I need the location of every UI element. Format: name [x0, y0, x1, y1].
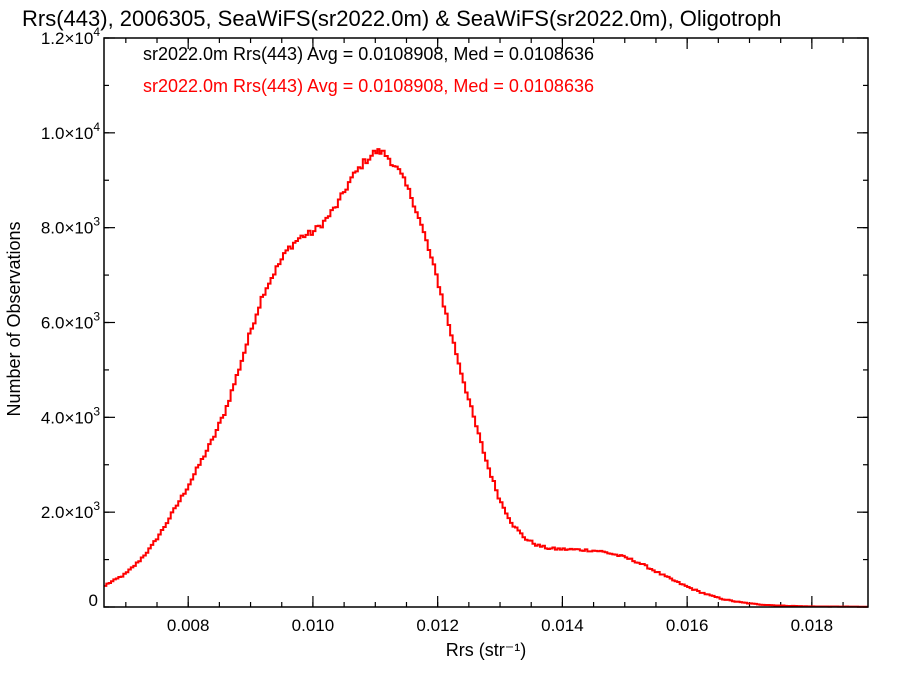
y-tick-label: 6.0×103: [41, 310, 100, 333]
chart-title: Rrs(443), 2006305, SeaWiFS(sr2022.0m) & …: [22, 6, 781, 31]
x-tick-label: 0.018: [791, 616, 834, 635]
stats-annotation-red: sr2022.0m Rrs(443) Avg = 0.0108908, Med …: [143, 76, 594, 96]
plot-frame: [103, 37, 869, 608]
y-axis-label: Number of Observations: [4, 221, 24, 416]
y-tick-label: 8.0×103: [41, 215, 100, 238]
histogram-series-line: [104, 148, 868, 608]
x-tick-label: 0.008: [167, 616, 210, 635]
y-tick-label: 1.2×104: [41, 25, 100, 48]
tick-labels: 0.008 0.010 0.012 0.014 0.016 0.018 0 2.0×103 4.…: [41, 25, 833, 635]
stats-annotation-black: sr2022.0m Rrs(443) Avg = 0.0108908, Med …: [143, 44, 594, 64]
x-axis-label: Rrs (str⁻¹): [446, 640, 526, 660]
y-tick-label: 1.0×104: [41, 120, 100, 143]
axis-ticks: [104, 37, 868, 608]
x-tick-label: 0.010: [292, 616, 335, 635]
x-tick-label: 0.012: [416, 616, 459, 635]
x-tick-label: 0.016: [666, 616, 709, 635]
x-tick-label: 0.014: [541, 616, 584, 635]
y-tick-label: 4.0×103: [41, 404, 100, 427]
y-tick-label: 0: [89, 591, 98, 610]
y-tick-label: 2.0×103: [41, 499, 100, 522]
